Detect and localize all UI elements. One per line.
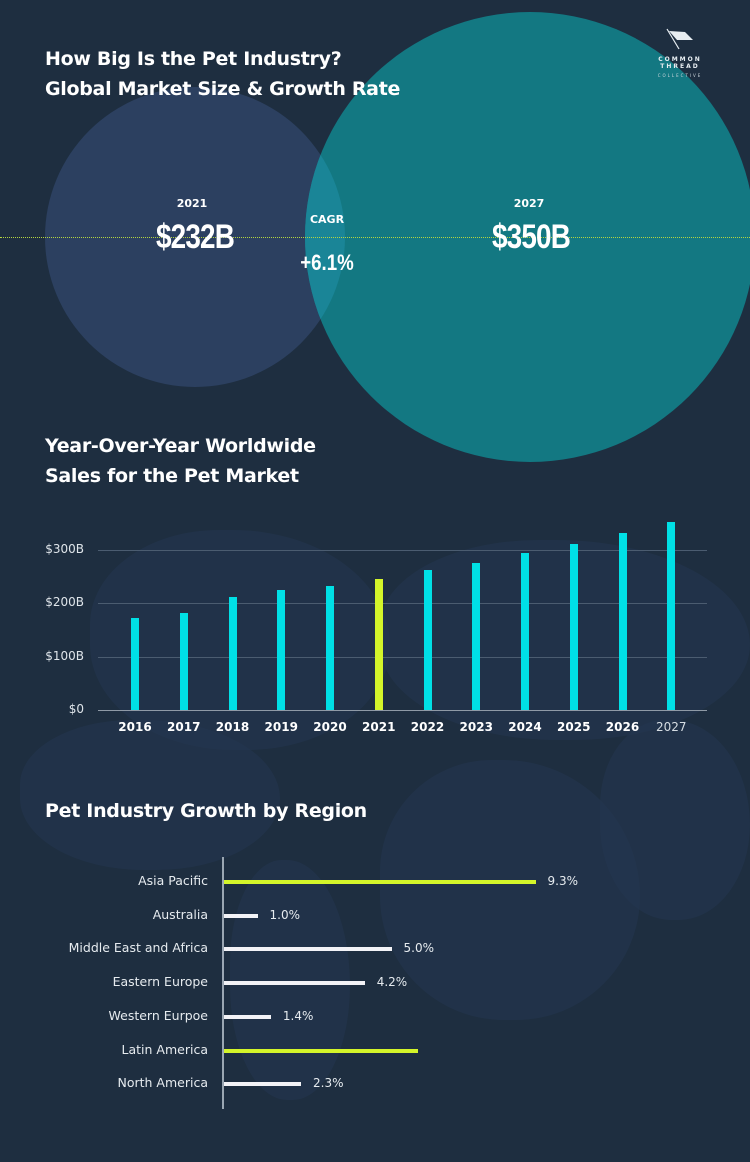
region-label: Latin America <box>121 1041 208 1057</box>
x-tick-label: 2025 <box>557 720 591 734</box>
bar-2020 <box>326 586 334 710</box>
region-value: 4.2% <box>376 975 408 990</box>
region-bar <box>224 1082 302 1087</box>
x-tick-label: 2023 <box>459 720 493 734</box>
x-tick-label: 2019 <box>264 720 298 734</box>
section2-title: Year-Over-Year Worldwide Sales for the P… <box>45 431 316 491</box>
region-bar <box>224 1014 271 1019</box>
world-map-background <box>380 540 750 740</box>
dotted-guideline <box>0 237 750 238</box>
x-tick-label: 2020 <box>313 720 347 734</box>
region-bar <box>224 1048 419 1053</box>
region-value: 9.3% <box>547 874 579 888</box>
title-line-2: Global Market Size & Growth Rate <box>45 78 401 100</box>
region-bar <box>224 947 392 952</box>
x-tick-label: 2021 <box>362 720 396 734</box>
bar-2025 <box>569 544 578 710</box>
value-2027: $350B <box>491 218 571 256</box>
x-tick-label: 2018 <box>215 720 250 734</box>
world-map-background <box>380 760 640 1020</box>
gridline <box>98 603 707 605</box>
flag-icon <box>666 28 693 50</box>
world-map-background <box>600 720 750 920</box>
x-axis-line <box>98 710 707 711</box>
region-label: North America <box>117 1075 209 1091</box>
region-value: 1.0% <box>269 907 301 922</box>
x-tick-label: 2022 <box>410 720 445 734</box>
y-tick-label: $100B <box>45 648 84 663</box>
cagr-value: +6.1% <box>300 250 354 275</box>
region-axis <box>222 857 224 1109</box>
title-line-1: How Big Is the Pet Industry? <box>45 48 342 70</box>
year-2021-label: 2021 <box>176 197 208 210</box>
bar-2026 <box>618 533 627 710</box>
gridline <box>98 656 707 658</box>
region-label: Eastern Europe <box>112 974 208 990</box>
cagr-label: CAGR <box>309 213 345 226</box>
bar-2021 <box>374 578 383 710</box>
bar-2023 <box>472 562 481 710</box>
world-map-background <box>20 720 280 870</box>
section3-title: Pet Industry Growth by Region <box>45 800 367 822</box>
x-tick-label: 2027 <box>655 720 687 734</box>
y-tick-label: $300B <box>45 542 84 556</box>
bar-2027 <box>667 522 676 710</box>
y-tick-label: $0 <box>68 702 84 716</box>
title-line-2: Sales for the Pet Market <box>45 465 299 487</box>
region-label: Western Eurpoe <box>108 1007 208 1023</box>
x-tick-label: 2017 <box>167 720 201 734</box>
brand-subname: COLLECTIVE <box>657 73 703 78</box>
region-value: 5.0% <box>403 941 435 956</box>
region-bar <box>224 981 365 986</box>
bar-2017 <box>179 613 188 710</box>
region-value: 1.4% <box>282 1008 314 1023</box>
bar-2022 <box>423 570 432 710</box>
y-tick-label: $200B <box>45 595 84 610</box>
title-line-1: Year-Over-Year Worldwide <box>45 435 316 457</box>
region-label: Asia Pacific <box>138 873 208 888</box>
world-map-background <box>90 530 390 750</box>
section1-title: How Big Is the Pet Industry? Global Mark… <box>45 44 400 104</box>
region-value: 2.3% <box>313 1076 344 1091</box>
brand-name: COMMON THREAD <box>658 56 702 70</box>
year-2027-label: 2027 <box>513 197 545 210</box>
world-map-background <box>230 860 350 1100</box>
bar-2024 <box>521 553 529 710</box>
region-bar <box>224 880 536 884</box>
region-label: Middle East and Africa <box>68 940 208 956</box>
value-2021: $232B <box>155 218 235 256</box>
brand-logo: COMMON THREAD COLLECTIVE <box>640 28 720 78</box>
region-bar <box>224 913 258 918</box>
bar-2016 <box>131 617 139 710</box>
gridline <box>98 550 707 551</box>
bar-2019 <box>277 590 286 710</box>
x-tick-label: 2016 <box>118 720 152 734</box>
bar-2018 <box>228 597 237 710</box>
x-tick-label: 2024 <box>508 720 542 734</box>
x-tick-label: 2026 <box>605 720 640 734</box>
region-label: Australia <box>152 906 208 922</box>
